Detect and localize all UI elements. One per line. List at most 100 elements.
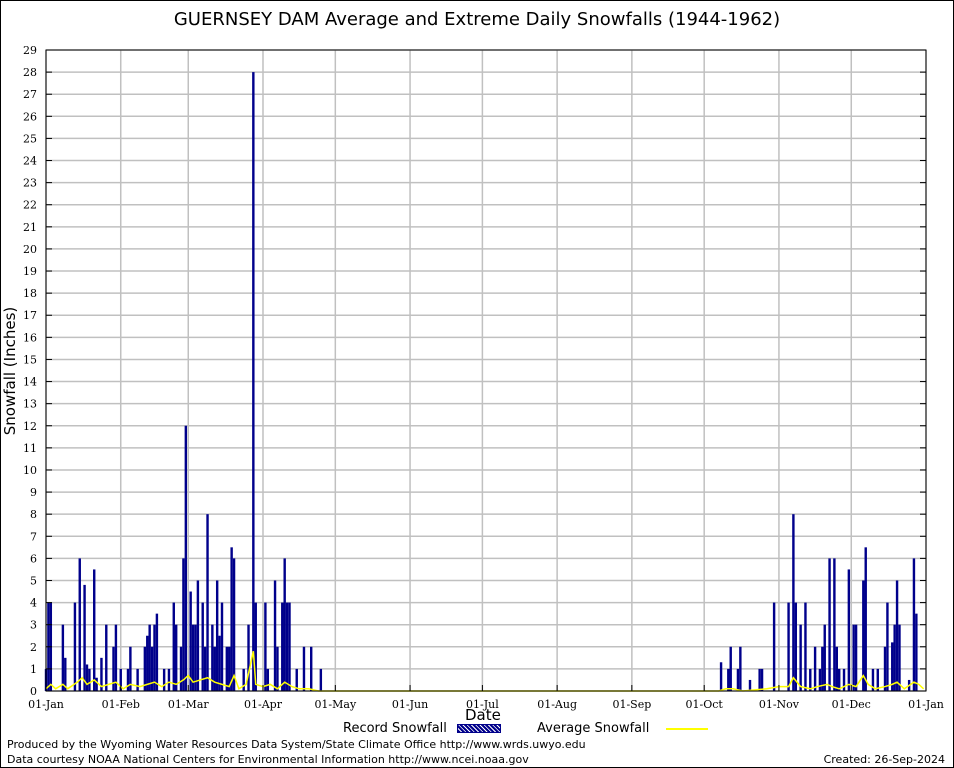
- record-snowfall-bar: [842, 668, 846, 691]
- y-tick-label: 28: [23, 66, 37, 79]
- y-tick-label: 20: [23, 243, 37, 256]
- record-snowfall-bar: [302, 646, 306, 691]
- record-snowfall-bar: [891, 642, 894, 691]
- x-tick-label: 01-Jul: [466, 698, 499, 711]
- y-tick-label: 6: [30, 552, 37, 565]
- record-snowfall-bar: [85, 664, 89, 691]
- legend-average-label: Average Snowfall: [537, 721, 650, 736]
- record-snowfall-bar: [883, 646, 887, 691]
- record-snowfall-bar: [95, 677, 98, 691]
- legend-record-label: Record Snowfall: [343, 721, 447, 736]
- record-snowfall-bar: [252, 72, 255, 691]
- record-snowfall-bar: [772, 602, 776, 691]
- x-tick-label: 01-Aug: [537, 698, 577, 711]
- record-snowfall-bar: [794, 602, 798, 691]
- record-snowfall-bar: [288, 602, 291, 691]
- record-snowfall-bar: [155, 613, 159, 691]
- record-snowfall-bar: [895, 580, 899, 691]
- record-snowfall-bar: [150, 646, 154, 691]
- record-snowfall-bar: [146, 635, 149, 691]
- record-snowfall-bar: [148, 624, 151, 691]
- x-tick-label: 01-Apr: [244, 698, 283, 711]
- record-snowfall-bar: [230, 547, 233, 691]
- y-tick-label: 25: [23, 132, 37, 145]
- record-snowfall-bar: [83, 584, 86, 691]
- record-snowfall-bar: [719, 662, 723, 691]
- axes: 0123456789101112131415161718192021222324…: [23, 44, 944, 711]
- record-snowfall-bar: [847, 569, 851, 691]
- y-tick-label: 19: [23, 265, 37, 278]
- footer-data-courtesy: Data courtesy NOAA National Centers for …: [7, 753, 529, 766]
- record-snowfall-bar: [174, 624, 178, 691]
- record-snowfall-bar: [143, 646, 147, 691]
- record-snowfall-bar: [189, 591, 192, 691]
- record-snowfall-bar: [61, 624, 65, 691]
- record-snowfall-bar: [201, 602, 204, 691]
- footer-produced-by: Produced by the Wyoming Water Resources …: [7, 738, 586, 751]
- record-snowfall-bar: [876, 668, 879, 691]
- record-snowfall-bar: [285, 602, 289, 691]
- x-tick-label: 01-Jan: [28, 698, 64, 711]
- record-snowfall-bar: [862, 580, 865, 691]
- plot-border: [45, 49, 927, 692]
- record-snowfall-bar: [813, 646, 817, 691]
- y-tick-label: 1: [30, 663, 37, 676]
- y-tick-label: 4: [30, 597, 37, 610]
- record-snowfall-bar: [225, 646, 229, 691]
- y-tick-label: 23: [23, 177, 37, 190]
- record-snowfall-bar: [220, 602, 224, 691]
- record-snowfall-bar: [215, 580, 219, 691]
- x-tick-label: 01-Sep: [612, 698, 651, 711]
- record-snowfall-bar: [787, 602, 790, 691]
- legend-average: Average Snowfall: [537, 721, 708, 736]
- record-snowfall-bar: [828, 558, 831, 691]
- grid-layer: [45, 49, 927, 692]
- y-tick-label: 11: [23, 442, 37, 455]
- record-snowfall-bar: [266, 668, 270, 691]
- average-snowfall-line-path: [45, 651, 925, 692]
- x-tick-label: 01-Nov: [759, 698, 800, 711]
- record-snowfall-bar: [119, 668, 122, 691]
- legend-record-swatch: [457, 724, 502, 733]
- y-tick-label: 29: [23, 44, 37, 57]
- x-tick-label: 01-Jun: [392, 698, 428, 711]
- y-tick-label: 13: [23, 398, 37, 411]
- record-snowfall-bar: [898, 624, 901, 691]
- record-snowfall-bar: [818, 668, 822, 691]
- record-snowfall-bar: [295, 668, 298, 691]
- record-snowfall-bar: [211, 624, 214, 691]
- record-snowfall-bar: [184, 425, 188, 691]
- record-snowfall-bar: [167, 668, 171, 691]
- record-snowfall-bar: [105, 624, 108, 691]
- y-tick-label: 17: [23, 309, 37, 322]
- record-snowfall-bar: [213, 646, 216, 691]
- record-snowfall-bar: [281, 602, 284, 691]
- record-snowfall-bar: [886, 602, 889, 691]
- record-snowfall-bar: [893, 624, 896, 691]
- record-snowfall-bar: [310, 646, 313, 691]
- x-tick-label: 01-Jan: [908, 698, 944, 711]
- y-tick-label: 16: [23, 331, 37, 344]
- y-tick-label: 8: [30, 508, 37, 521]
- record-snowfall-bar: [172, 602, 175, 691]
- y-tick-label: 5: [30, 574, 37, 587]
- record-snowfall-bar: [809, 668, 812, 691]
- y-tick-label: 3: [30, 619, 37, 632]
- record-snowfall-bar: [232, 558, 236, 691]
- y-axis-label: Snowfall (Inches): [1, 306, 19, 436]
- record-snowfall-bar: [273, 580, 277, 691]
- y-tick-label: 7: [30, 530, 37, 543]
- record-snowfall-bar: [833, 558, 836, 691]
- record-snowfall-bar: [760, 668, 764, 691]
- y-tick-label: 14: [23, 376, 37, 389]
- y-tick-label: 0: [30, 685, 37, 698]
- x-tick-label: 01-Oct: [686, 698, 724, 711]
- record-snowfall-bar: [242, 668, 245, 691]
- legend-average-swatch: [665, 727, 708, 730]
- record-snowfall-bar: [319, 668, 323, 691]
- record-snowfall-bar: [196, 580, 200, 691]
- y-tick-label: 15: [23, 353, 37, 366]
- record-snowfall-bar: [191, 624, 195, 691]
- x-tick-label: 01-Feb: [102, 698, 140, 711]
- record-snowfall-bar: [194, 624, 197, 691]
